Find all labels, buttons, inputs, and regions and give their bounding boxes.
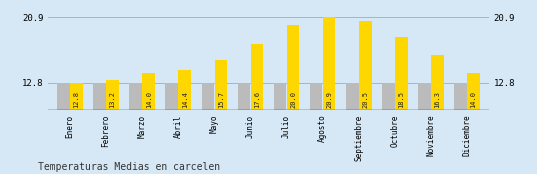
Bar xyxy=(359,21,372,110)
Bar xyxy=(70,83,83,110)
Text: 17.6: 17.6 xyxy=(254,91,260,108)
Text: Temperaturas Medias en carcelen: Temperaturas Medias en carcelen xyxy=(38,162,220,172)
Bar xyxy=(382,83,395,110)
Bar xyxy=(178,70,191,110)
Text: 13.2: 13.2 xyxy=(110,91,115,108)
Text: 16.3: 16.3 xyxy=(434,91,440,108)
Bar xyxy=(106,80,119,110)
Bar xyxy=(454,83,467,110)
Text: 20.5: 20.5 xyxy=(362,91,368,108)
Bar xyxy=(287,25,299,110)
Bar xyxy=(467,73,480,110)
Text: 15.7: 15.7 xyxy=(218,91,224,108)
Bar xyxy=(323,17,336,110)
Bar xyxy=(310,83,322,110)
Bar xyxy=(346,83,359,110)
Bar xyxy=(431,55,444,110)
Bar xyxy=(93,83,106,110)
Text: 18.5: 18.5 xyxy=(398,91,404,108)
Bar xyxy=(165,83,178,110)
Bar xyxy=(129,83,142,110)
Bar xyxy=(201,83,214,110)
Bar xyxy=(395,37,408,110)
Text: 20.9: 20.9 xyxy=(326,91,332,108)
Bar xyxy=(57,83,70,110)
Text: 14.4: 14.4 xyxy=(182,91,188,108)
Bar xyxy=(215,60,227,110)
Bar xyxy=(142,73,155,110)
Text: 14.0: 14.0 xyxy=(146,91,151,108)
Bar xyxy=(418,83,431,110)
Bar xyxy=(251,44,263,110)
Text: 20.0: 20.0 xyxy=(290,91,296,108)
Text: 14.0: 14.0 xyxy=(470,91,476,108)
Bar xyxy=(238,83,250,110)
Text: 12.8: 12.8 xyxy=(74,91,79,108)
Bar xyxy=(274,83,286,110)
